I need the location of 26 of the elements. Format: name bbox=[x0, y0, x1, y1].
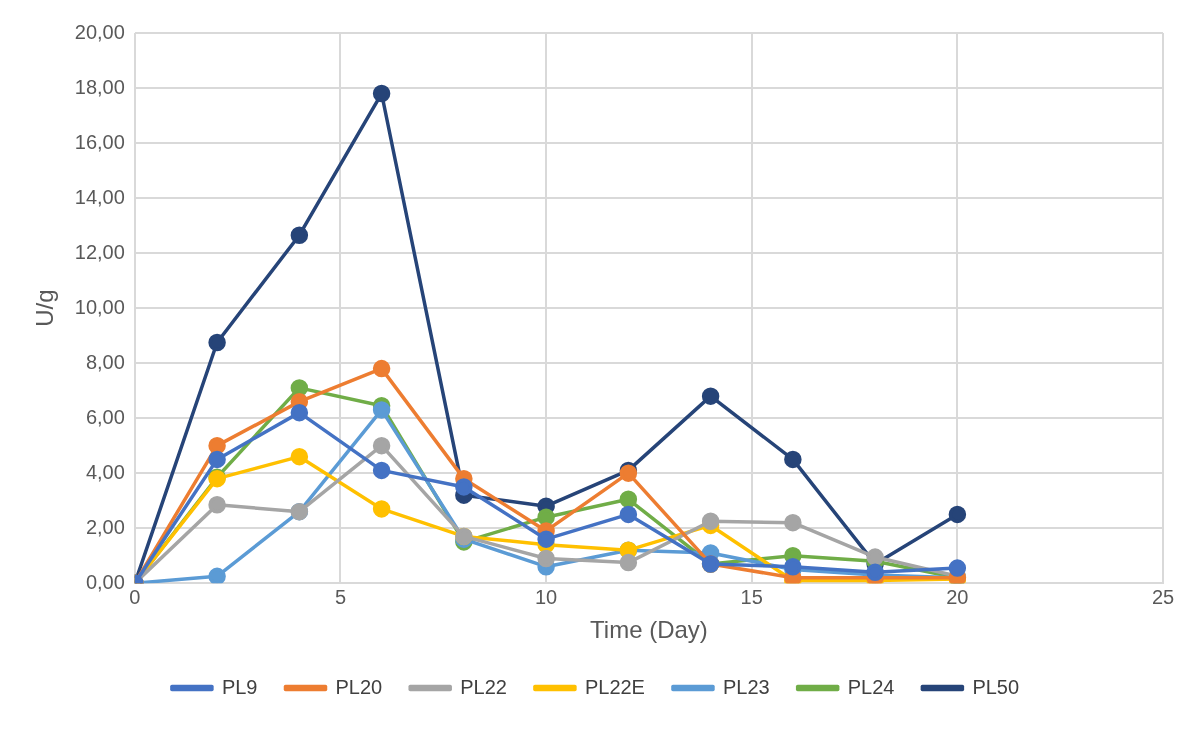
legend-label: PL24 bbox=[847, 675, 895, 698]
x-tick-label: 15 bbox=[740, 585, 763, 608]
y-tick-label: 20,00 bbox=[74, 20, 125, 43]
y-tick-label: 4,00 bbox=[85, 460, 125, 483]
y-tick-label: 18,00 bbox=[74, 75, 125, 98]
x-tick-label: 10 bbox=[534, 585, 558, 608]
x-tick-label: 5 bbox=[334, 585, 347, 608]
y-tick-label: 16,00 bbox=[74, 130, 125, 153]
x-tick-label: 25 bbox=[1151, 585, 1175, 608]
y-tick-label: 14,00 bbox=[74, 185, 125, 208]
y-tick-label: 10,00 bbox=[74, 295, 125, 318]
y-axis-title: U/g bbox=[31, 289, 59, 327]
y-tick-label: 12,00 bbox=[74, 240, 125, 263]
y-tick-label: 0,00 bbox=[85, 570, 125, 593]
legend-label: PL22E bbox=[584, 675, 645, 698]
legend-label: PL9 bbox=[221, 675, 258, 698]
legend-label: PL20 bbox=[335, 675, 383, 698]
y-tick-label: 6,00 bbox=[85, 405, 125, 428]
x-axis-title: Time (Day) bbox=[590, 616, 708, 644]
legend-label: PL50 bbox=[972, 675, 1020, 698]
x-tick-label: 20 bbox=[946, 585, 969, 608]
y-tick-label: 8,00 bbox=[85, 350, 125, 373]
x-tick-label: 0 bbox=[129, 585, 141, 608]
y-tick-label: 2,00 bbox=[85, 515, 125, 538]
legend-label: PL23 bbox=[722, 675, 770, 698]
legend-label: PL22 bbox=[460, 675, 507, 698]
